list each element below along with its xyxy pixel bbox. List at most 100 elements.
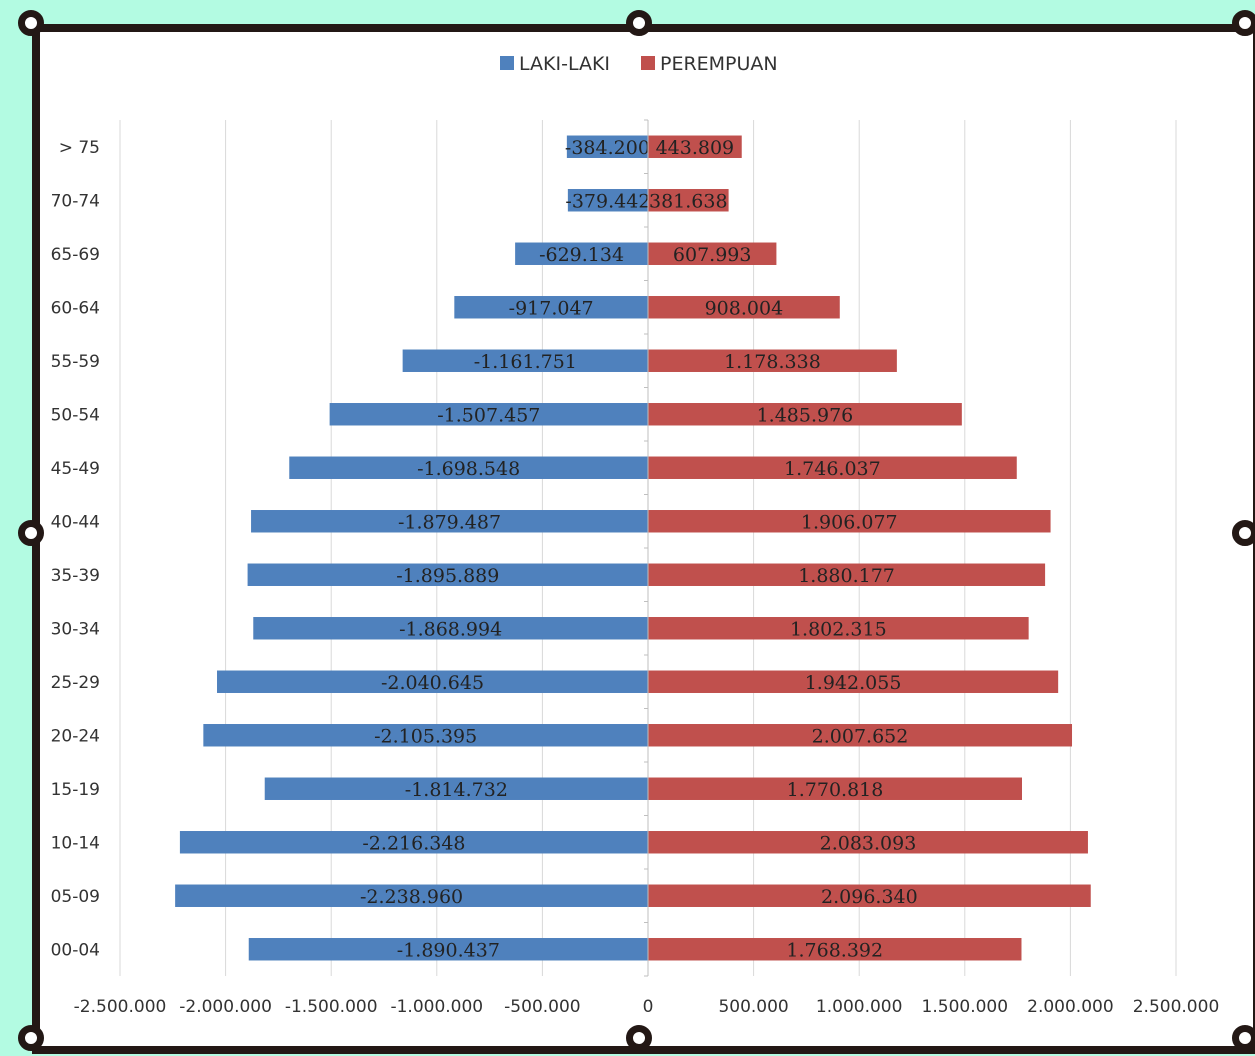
bar-perempuan	[648, 510, 1051, 533]
data-label-perempuan: 607.993	[673, 244, 752, 266]
x-tick-label: -1.000.000	[390, 997, 483, 1017]
x-tick-label: 2.500.000	[1133, 997, 1220, 1017]
bar-perempuan	[648, 135, 742, 158]
x-tick-label: 2.000.000	[1027, 997, 1114, 1017]
data-label-perempuan: 1.880.177	[798, 565, 895, 587]
x-tick-label: 500.000	[718, 997, 788, 1017]
resize-handle-middle-right[interactable]	[1232, 520, 1255, 546]
data-label-laki-laki: -379.442	[565, 190, 650, 212]
data-label-laki-laki: -1.868.994	[399, 618, 502, 640]
bar-laki-laki	[203, 724, 648, 747]
category-label: 50-54	[51, 405, 100, 425]
bar-perempuan	[648, 938, 1022, 961]
x-tick-label: 1.000.000	[816, 997, 903, 1017]
bar-laki-laki	[253, 617, 648, 640]
data-label-laki-laki: -1.698.548	[417, 458, 520, 480]
data-label-perempuan: 1.942.055	[805, 672, 902, 694]
x-tick-label: -2.500.000	[74, 997, 167, 1017]
resize-handle-middle-left[interactable]	[18, 520, 44, 546]
data-label-perempuan: 1.485.976	[757, 404, 854, 426]
resize-handle-top-right[interactable]	[1232, 10, 1255, 36]
bar-laki-laki	[567, 189, 648, 212]
bar-laki-laki	[566, 135, 648, 158]
category-label: 25-29	[51, 673, 100, 693]
resize-handle-top-left[interactable]	[18, 10, 44, 36]
data-label-laki-laki: -1.879.487	[398, 511, 501, 533]
data-label-laki-laki: -1.890.437	[397, 939, 500, 961]
data-label-laki-laki: -2.216.348	[362, 832, 465, 854]
data-label-laki-laki: -2.238.960	[360, 886, 463, 908]
category-label: 00-04	[51, 940, 100, 960]
x-tick-label: -500.000	[504, 997, 580, 1017]
resize-handle-bottom-left[interactable]	[18, 1025, 44, 1051]
data-label-laki-laki: -1.814.732	[405, 779, 508, 801]
data-label-laki-laki: -2.040.645	[381, 672, 484, 694]
category-label: 70-74	[51, 191, 100, 211]
category-label: 05-09	[51, 887, 100, 907]
resize-handle-top-center[interactable]	[626, 10, 652, 36]
bar-laki-laki	[248, 938, 649, 961]
bar-laki-laki	[329, 403, 648, 426]
bar-perempuan	[648, 884, 1091, 907]
x-tick-label: -2.000.000	[179, 997, 272, 1017]
category-label: 45-49	[51, 459, 100, 479]
bar-laki-laki	[251, 510, 648, 533]
legend-label-perempuan: PEREMPUAN	[660, 53, 778, 75]
data-label-perempuan: 1.768.392	[786, 939, 883, 961]
data-label-laki-laki: -1.161.751	[474, 351, 577, 373]
bar-laki-laki	[264, 777, 648, 800]
category-label: 35-39	[51, 566, 100, 586]
bar-perempuan	[648, 242, 777, 265]
data-label-perempuan: 908.004	[705, 297, 784, 319]
legend-swatch-perempuan	[641, 56, 655, 70]
data-label-perempuan: 1.770.818	[787, 779, 884, 801]
data-label-perempuan: 1.802.315	[790, 618, 887, 640]
x-tick-label: 0	[643, 997, 654, 1017]
axes: -2.500.000 -2.000.000 -1.500.000 -1.000.000…	[51, 119, 1220, 1017]
bar-laki-laki	[179, 831, 649, 854]
category-label: 55-59	[51, 352, 100, 372]
bar-laki-laki	[247, 563, 648, 586]
bar-perempuan	[648, 563, 1046, 586]
data-label-perempuan: 381.638	[649, 190, 728, 212]
data-label-perempuan: 1.746.037	[784, 458, 881, 480]
bar-laki-laki	[454, 296, 648, 319]
data-label-laki-laki: -384.200	[565, 137, 650, 159]
bar-perempuan	[648, 617, 1029, 640]
resize-handle-bottom-right[interactable]	[1232, 1025, 1255, 1051]
x-tick-label: -1.500.000	[285, 997, 378, 1017]
data-label-perempuan: 1.178.338	[724, 351, 821, 373]
bar-perempuan	[648, 777, 1022, 800]
data-label-laki-laki: -1.507.457	[437, 404, 540, 426]
category-label: 40-44	[51, 512, 100, 532]
data-label-perempuan: 1.906.077	[801, 511, 898, 533]
category-label: 65-69	[51, 245, 100, 265]
bar-perempuan	[648, 724, 1073, 747]
bar-perempuan	[648, 403, 962, 426]
data-label-perempuan: 2.083.093	[820, 832, 917, 854]
bar-laki-laki	[217, 670, 648, 693]
bar-laki-laki	[515, 242, 648, 265]
data-label-perempuan: 2.096.340	[821, 886, 918, 908]
legend: LAKI-LAKI PEREMPUAN	[500, 53, 778, 75]
data-label-perempuan: 443.809	[656, 137, 735, 159]
bar-laki-laki	[175, 884, 648, 907]
data-label-laki-laki: -1.895.889	[396, 565, 499, 587]
category-label: 30-34	[51, 619, 100, 639]
category-label: 60-64	[51, 298, 100, 318]
category-label: 20-24	[51, 726, 100, 746]
bar-perempuan	[648, 831, 1088, 854]
x-tick-label: 1.500.000	[922, 997, 1009, 1017]
data-label-laki-laki: -2.105.395	[374, 725, 477, 747]
legend-label-laki-laki: LAKI-LAKI	[519, 53, 610, 75]
data-label-laki-laki: -629.134	[539, 244, 624, 266]
category-label: 15-19	[51, 780, 100, 800]
bar-perempuan	[648, 296, 840, 319]
data-label-perempuan: 2.007.652	[812, 725, 909, 747]
bar-perempuan	[648, 670, 1059, 693]
resize-handle-bottom-center[interactable]	[626, 1025, 652, 1051]
bar-perempuan	[648, 456, 1017, 479]
category-label: > 75	[59, 138, 100, 158]
